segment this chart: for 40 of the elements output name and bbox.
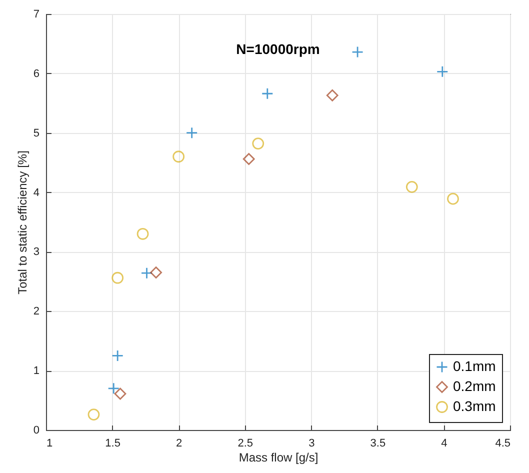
point	[261, 88, 274, 100]
point	[186, 126, 198, 139]
x-tick-label: 1.5	[105, 438, 120, 450]
x-tick-label: 1	[46, 438, 53, 450]
point	[406, 181, 418, 193]
y-tick-label: 5	[33, 127, 40, 140]
point	[172, 150, 185, 163]
y-tick-label: 2	[33, 306, 40, 318]
point	[114, 388, 126, 400]
text: N=10000rpm	[236, 41, 320, 57]
legend-label: 0.3mm	[453, 398, 496, 414]
point	[150, 266, 162, 278]
point	[136, 228, 149, 240]
x-tick-label: 3	[308, 438, 315, 450]
point	[140, 267, 153, 280]
y-tick-label: 1	[33, 365, 40, 378]
point	[436, 66, 448, 78]
point	[326, 89, 338, 102]
y-tick-label: 4	[33, 186, 40, 199]
x-tick-label: 4.5	[495, 438, 510, 450]
y-tick-label: 0	[33, 424, 40, 436]
x-tick-label: 4	[441, 438, 448, 450]
x-tick-label: 2.5	[238, 438, 254, 450]
point	[447, 192, 459, 205]
y-tick-label: 6	[33, 68, 40, 80]
point	[252, 138, 264, 150]
x-tick-label: 2	[176, 438, 182, 450]
y-tick-label: 7	[33, 8, 40, 20]
point	[112, 350, 124, 362]
point	[108, 382, 120, 394]
point	[352, 46, 364, 58]
x-tick-label: 3.5	[370, 438, 386, 450]
point	[88, 408, 100, 420]
point	[242, 153, 255, 165]
y-axis-title: Total to static efficiency [%]	[15, 150, 30, 294]
x-axis-title: Mass flow [g/s]	[238, 450, 318, 464]
point	[112, 272, 124, 284]
legend-label: 0.1mm	[453, 358, 496, 374]
y-tick-label: 3	[33, 246, 40, 258]
legend-label: 0.2mm	[453, 378, 496, 394]
